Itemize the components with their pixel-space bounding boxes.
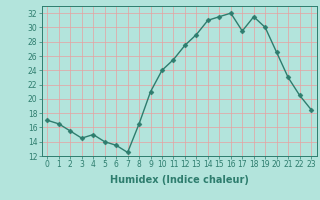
- X-axis label: Humidex (Indice chaleur): Humidex (Indice chaleur): [110, 175, 249, 185]
